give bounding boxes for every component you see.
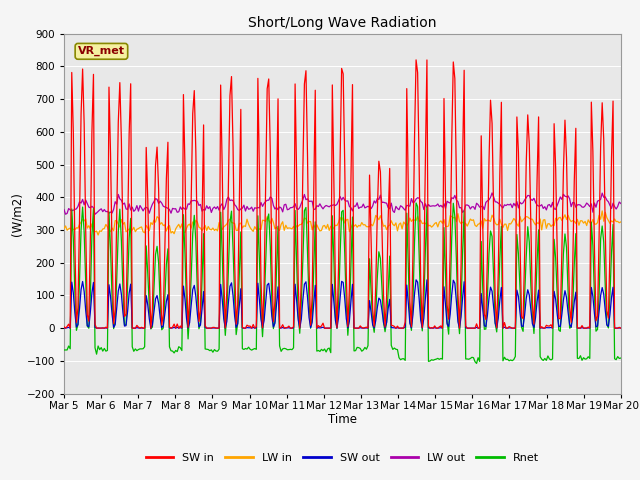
Legend: SW in, LW in, SW out, LW out, Rnet: SW in, LW in, SW out, LW out, Rnet bbox=[141, 448, 543, 467]
Y-axis label: (W/m2): (W/m2) bbox=[11, 192, 24, 236]
X-axis label: Time: Time bbox=[328, 413, 357, 426]
Title: Short/Long Wave Radiation: Short/Long Wave Radiation bbox=[248, 16, 436, 30]
Text: VR_met: VR_met bbox=[78, 46, 125, 57]
